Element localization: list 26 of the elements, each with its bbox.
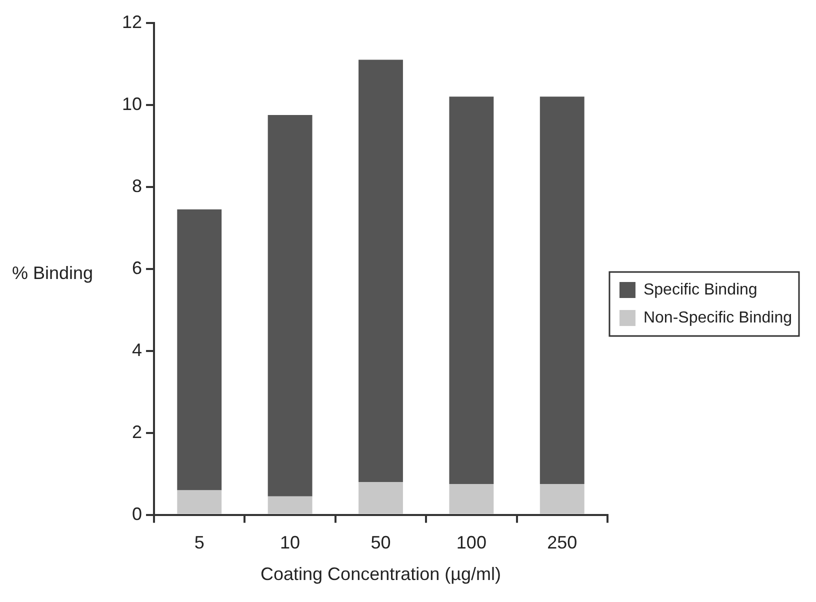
bar	[449, 96, 494, 484]
y-tick-label: 4	[132, 340, 142, 360]
y-tick-label: 12	[122, 12, 142, 32]
y-tick-label: 8	[132, 176, 142, 196]
y-tick-label: 6	[132, 258, 142, 278]
bar	[268, 496, 312, 514]
bar	[358, 482, 403, 514]
bar	[449, 484, 494, 514]
bar	[358, 60, 403, 482]
x-tick-label: 250	[547, 532, 578, 553]
bar	[177, 209, 222, 490]
bar	[268, 115, 312, 496]
y-tick-label: 0	[132, 504, 142, 524]
x-tick-label: 50	[370, 532, 391, 553]
legend-label: Non-Specific Binding	[643, 309, 792, 326]
bar	[540, 484, 584, 514]
y-tick-label: 2	[132, 422, 142, 442]
x-tick-label: 5	[194, 532, 204, 553]
y-axis-title: % Binding	[12, 262, 94, 283]
bar	[540, 96, 584, 484]
y-tick-label: 10	[122, 94, 142, 114]
x-tick-label: 100	[456, 532, 486, 553]
legend-label: Specific Binding	[643, 281, 758, 298]
x-axis-title: Coating Concentration (µg/ml)	[260, 564, 501, 584]
x-tick-label: 10	[280, 532, 300, 553]
bar	[177, 490, 222, 514]
